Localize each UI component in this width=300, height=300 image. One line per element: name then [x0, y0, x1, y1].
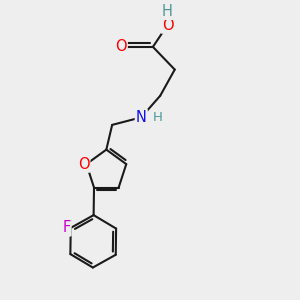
Text: O: O [162, 17, 173, 32]
Text: H: H [162, 4, 173, 19]
Text: O: O [115, 39, 127, 54]
Text: H: H [152, 111, 162, 124]
Text: N: N [136, 110, 147, 125]
Text: F: F [62, 220, 70, 236]
Text: O: O [78, 157, 89, 172]
